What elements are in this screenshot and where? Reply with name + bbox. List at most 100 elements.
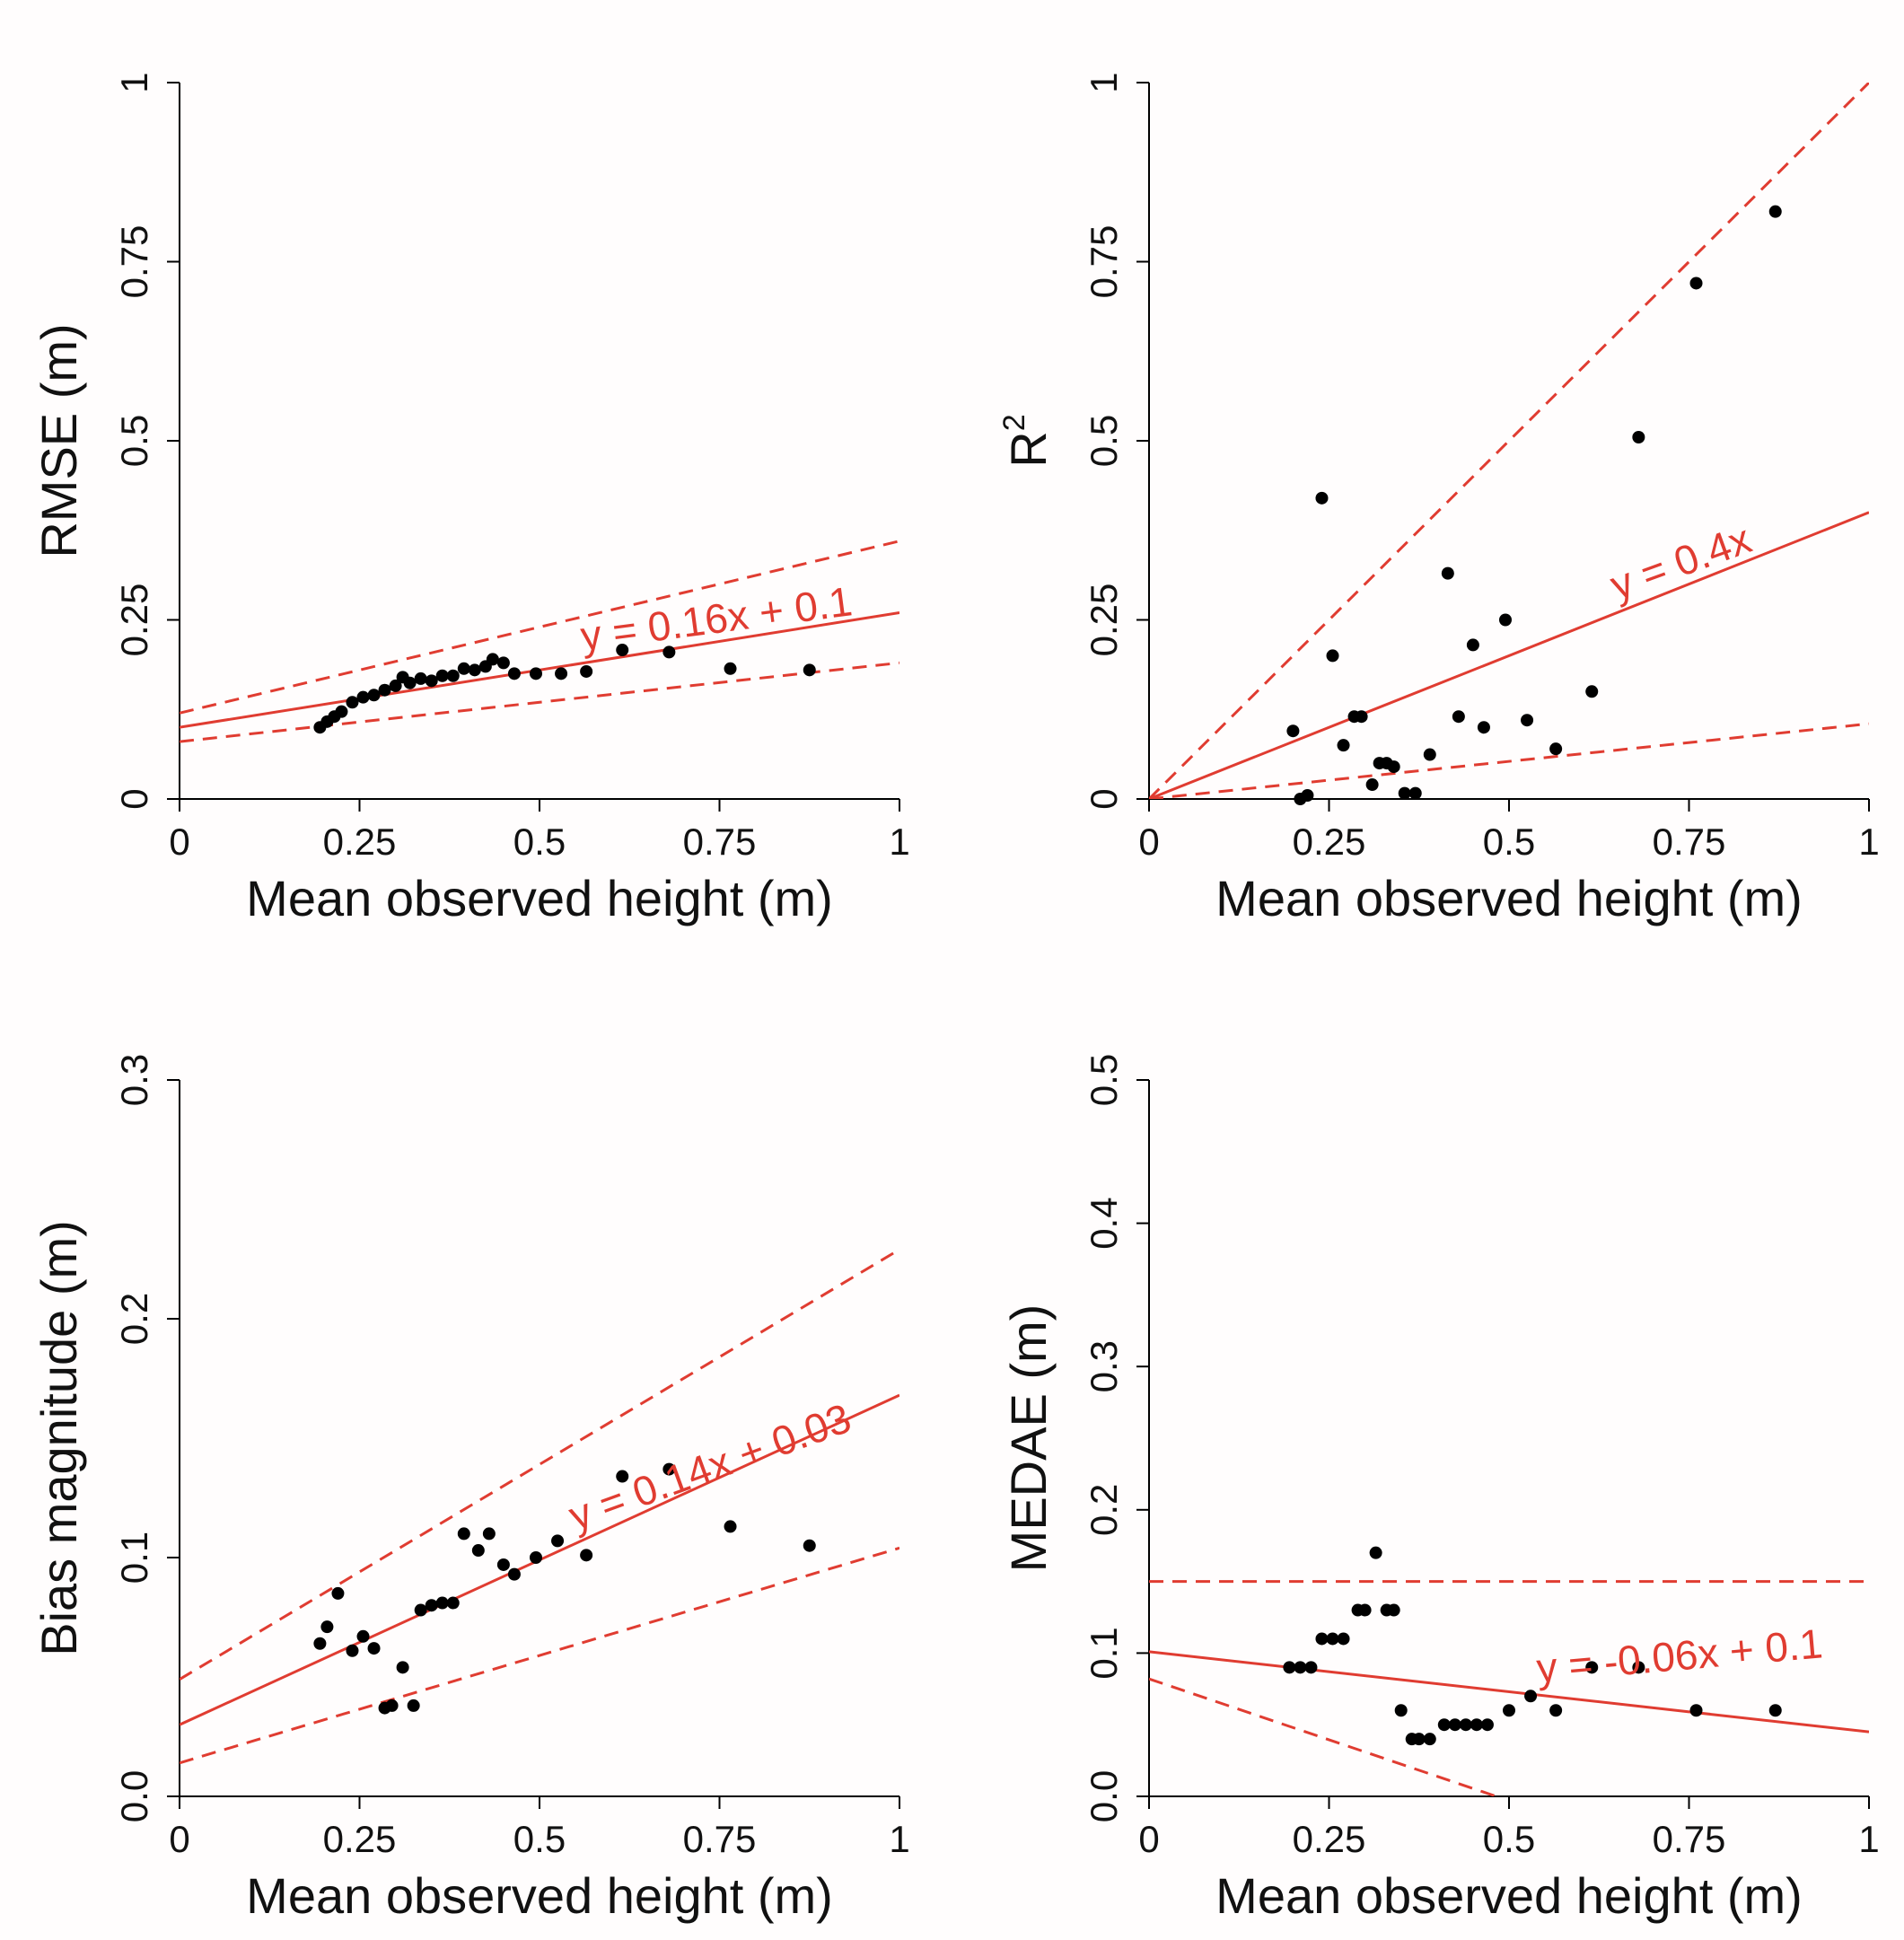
confidence-bound-line [180,1546,899,1765]
data-point [378,683,391,697]
x-tick-label: 0.25 [1293,1818,1366,1860]
confidence-bound-line [180,1248,899,1681]
data-point [1521,714,1534,727]
x-tick-label: 0.5 [513,1818,566,1860]
y-tick-label: 1 [1083,72,1125,92]
data-point [1632,431,1645,444]
data-point [435,1596,449,1610]
data-point [580,1549,593,1562]
data-point [446,1596,460,1610]
data-point [662,1462,676,1476]
chart-panel-4: 0 0.25 0.5 0.75 1 0.0 0.1 0.2 0.3 0.4 0.5 Mean obse… [1000,1054,1880,1924]
confidence-bound-line [1149,722,1869,799]
data-point [1452,710,1465,724]
data-point [1768,1704,1782,1717]
data-point [496,1558,510,1571]
data-point [403,676,417,689]
data-point [803,1539,816,1552]
data-point [1286,724,1300,738]
data-point [346,696,359,709]
data-point [1408,786,1422,800]
data-point [1358,1603,1372,1617]
data-point [1448,1718,1461,1732]
data-point [367,689,381,702]
y-tick-label: 0.2 [1083,1484,1125,1536]
data-point [425,1599,438,1612]
chart-panel-1: 0 0.25 0.5 0.75 1 0 0.25 0.5 0.75 1 Mean observed … [31,72,910,926]
data-point [1294,1661,1307,1674]
data-point [446,669,460,682]
confidence-bound-line [180,540,899,715]
regression-equation: y = 0.4x [1604,515,1757,609]
x-axis-title: Mean observed height (m) [246,870,833,926]
data-point [396,1661,409,1674]
data-point [486,653,499,666]
data-point [335,705,348,718]
data-point [1412,1733,1426,1746]
data-point [555,667,568,680]
data-point [1466,638,1479,652]
y-tick-label: 0.5 [1083,1054,1125,1106]
data-point [1337,739,1350,752]
data-point [724,1520,737,1533]
data-point [1503,1704,1515,1717]
data-point [346,1644,359,1657]
fit-lines [180,1248,899,1765]
y-tick-label: 0.3 [1083,1340,1125,1392]
x-axis-title: Mean observed height (m) [246,1867,833,1924]
data-point [551,1534,565,1548]
data-point [457,662,470,675]
data-point [529,1551,542,1564]
data-point [1477,721,1490,734]
data-point [389,679,402,692]
data-point [414,1603,427,1617]
data-point [1459,1718,1472,1732]
data-point [1480,1718,1494,1732]
y-tick-label: 0.0 [113,1770,155,1822]
data-point [580,664,593,678]
confidence-bound-line [1149,1677,1501,1796]
regression-equation: y = 0.14x + 0.03 [563,1394,857,1540]
data-point [662,645,676,659]
data-point [803,663,816,677]
data-point [1326,649,1339,663]
y-axis-title: MEDAE (m) [1000,1304,1057,1573]
data-point [1355,710,1368,724]
data-point [356,1629,370,1643]
x-tick-label: 0.25 [1293,821,1366,863]
data-point [425,674,438,688]
chart-panel-2: 0 0.25 0.5 0.75 1 0 0.25 0.5 0.75 1 Mean observed … [997,72,1880,926]
y-axis-title: RMSE (m) [31,323,87,557]
fit-lines [1149,1580,1869,1796]
data-point [1437,1718,1451,1732]
x-tick-label: 0 [1138,1818,1159,1860]
y-tick-label: 0.25 [1083,584,1125,657]
data-point [471,1544,485,1558]
data-point [320,1620,334,1634]
data-point [1470,1718,1483,1732]
data-point [724,662,737,675]
data-point [1585,685,1599,698]
data-point [356,690,370,704]
data-point [457,1527,470,1541]
x-tick-label: 0.75 [1653,821,1726,863]
regression-line [1149,511,1869,799]
x-tick-label: 1 [889,821,909,863]
y-tick-label: 1 [113,72,155,92]
fit-lines [1149,83,1869,799]
x-tick-label: 0 [169,1818,189,1860]
data-point [1549,742,1563,756]
data-point [385,1699,399,1712]
x-tick-label: 0.5 [1483,821,1535,863]
x-tick-label: 1 [1858,1818,1879,1860]
data-point [468,663,481,677]
data-point [1398,786,1411,800]
y-axis-title: Bias magnitude (m) [31,1220,87,1656]
x-tick-label: 0 [169,821,189,863]
y-tick-label: 0 [113,788,155,809]
regression-equation: y = 0.16x + 0.1 [578,577,855,659]
data-point [616,1470,629,1483]
data-point [1387,1603,1400,1617]
data-point [1423,1733,1436,1746]
